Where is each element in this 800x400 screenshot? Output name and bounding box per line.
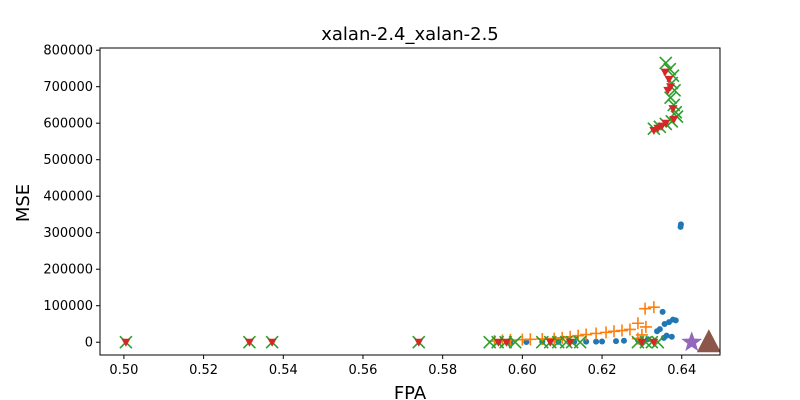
data-point-tri-down bbox=[649, 338, 659, 347]
data-point-tri-down bbox=[657, 122, 667, 131]
data-point-tri-down bbox=[121, 338, 131, 347]
x-tick-label: 0.62 bbox=[588, 363, 617, 378]
data-point-circle bbox=[583, 338, 590, 345]
y-axis-label: MSE bbox=[13, 184, 34, 222]
data-point-circle bbox=[613, 338, 620, 345]
data-point-circle bbox=[672, 317, 679, 324]
y-tick-label: 0 bbox=[85, 336, 93, 351]
y-tick-label: 500000 bbox=[43, 153, 93, 168]
x-tick-label: 0.54 bbox=[269, 363, 298, 378]
x-tick-label: 0.60 bbox=[508, 363, 537, 378]
data-point-x bbox=[508, 335, 522, 349]
data-point-circle bbox=[661, 320, 668, 327]
data-point-tri-down bbox=[660, 68, 670, 77]
data-point-x bbox=[667, 98, 681, 112]
data-point-plus bbox=[608, 325, 621, 338]
data-point-tri-down bbox=[501, 338, 511, 347]
data-point-circle bbox=[659, 308, 666, 315]
data-point-circle bbox=[599, 338, 606, 345]
data-point-tri-down bbox=[565, 338, 575, 347]
x-axis-label: FPA bbox=[394, 383, 427, 400]
data-point-circle bbox=[593, 338, 600, 345]
data-point-circle bbox=[620, 337, 627, 344]
data-point-x bbox=[573, 335, 587, 349]
data-point-plus bbox=[639, 320, 652, 333]
data-point-tri-down bbox=[653, 124, 663, 133]
x-tick-label: 0.64 bbox=[667, 363, 696, 378]
data-point-tri-down bbox=[267, 338, 277, 347]
data-point-tri-down bbox=[664, 75, 674, 84]
x-tick-label: 0.58 bbox=[428, 363, 457, 378]
data-point-plus bbox=[639, 302, 652, 315]
data-point-circle bbox=[523, 339, 530, 346]
data-point-tri-down bbox=[668, 105, 678, 114]
data-point-tri-down bbox=[545, 338, 555, 347]
y-tick-label: 800000 bbox=[43, 44, 93, 59]
data-marks bbox=[119, 56, 721, 353]
data-point-tri-down bbox=[414, 338, 424, 347]
data-point-triangle-up bbox=[696, 329, 721, 353]
data-point-tri-down bbox=[669, 116, 679, 125]
x-tick-label: 0.50 bbox=[109, 363, 138, 378]
data-point-tri-down bbox=[637, 338, 647, 347]
y-tick-label: 700000 bbox=[43, 80, 93, 95]
y-axis: 0 100000 200000 300000 400000 500000 600000 700… bbox=[43, 44, 100, 351]
y-tick-label: 100000 bbox=[43, 299, 93, 314]
data-point-circle bbox=[677, 223, 684, 230]
y-tick-label: 400000 bbox=[43, 190, 93, 205]
chart-title: xalan-2.4_xalan-2.5 bbox=[321, 24, 499, 45]
plot-frame bbox=[99, 47, 721, 356]
data-point-plus bbox=[600, 326, 613, 339]
x-tick-label: 0.56 bbox=[349, 363, 378, 378]
data-point-plus bbox=[590, 327, 603, 340]
data-point-circle bbox=[654, 328, 661, 335]
y-tick-label: 600000 bbox=[43, 117, 93, 132]
data-point-x bbox=[664, 91, 678, 105]
data-point-tri-down bbox=[663, 86, 673, 95]
data-point-circle bbox=[668, 333, 675, 340]
data-point-plus bbox=[623, 323, 636, 336]
data-point-star bbox=[681, 331, 703, 352]
x-tick-label: 0.52 bbox=[189, 363, 218, 378]
data-point-tri-down bbox=[649, 126, 659, 135]
data-point-x bbox=[659, 56, 673, 70]
x-axis: 0.50 0.52 0.54 0.56 0.58 0.60 0.62 0.64 bbox=[109, 355, 696, 378]
y-tick-label: 300000 bbox=[43, 226, 93, 241]
data-point-tri-down bbox=[661, 119, 671, 128]
data-point-plus bbox=[647, 301, 660, 314]
data-point-plus bbox=[580, 328, 593, 341]
data-point-tri-down bbox=[244, 338, 254, 347]
y-tick-label: 200000 bbox=[43, 263, 93, 278]
data-point-tri-down bbox=[493, 338, 503, 347]
data-point-circle bbox=[660, 334, 667, 341]
data-point-plus bbox=[631, 317, 644, 330]
